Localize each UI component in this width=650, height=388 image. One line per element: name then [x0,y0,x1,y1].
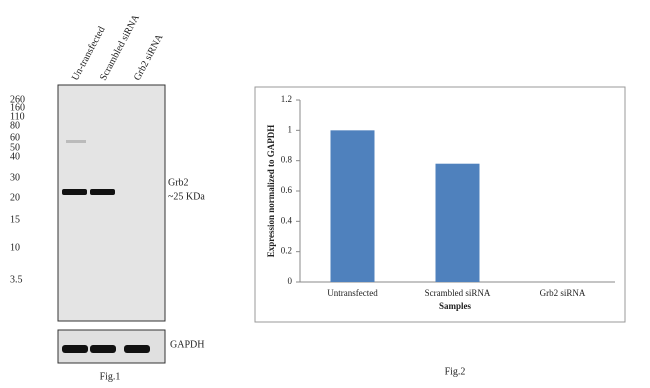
marker-label: 10 [10,242,20,253]
bar [435,163,480,282]
marker-label: 110 [10,111,25,122]
marker-label: 15 [10,214,20,225]
lane-label: Grb2 siRNA [132,32,166,83]
y-tick-label: 0 [288,276,293,286]
band [90,345,116,353]
marker-label: 40 [10,151,20,162]
loading-label: GAPDH [170,339,204,350]
bar [330,130,375,282]
y-tick-label: 1 [288,124,293,134]
band [90,189,115,195]
band [124,345,150,353]
blot-panel [57,84,166,322]
marker-label: 160 [10,102,25,113]
marker-label: 60 [10,132,20,143]
marker-label: 20 [10,192,20,203]
y-axis-label: Expression normalized to GAPDH [266,125,276,258]
marker-label: 260 [10,94,25,105]
y-tick-label: 1.2 [281,94,292,104]
caption: Fig.1 [100,371,121,382]
x-tick-label: Untransfected [327,288,378,298]
y-tick-label: 0.8 [281,155,293,165]
marker-label: 30 [10,172,20,183]
marker-label: 80 [10,120,20,131]
faint-band [66,140,86,143]
band [62,345,88,353]
caption: Fig.2 [445,366,466,377]
y-tick-label: 0.2 [281,246,292,256]
x-tick-label: Scrambled siRNA [425,288,491,298]
x-tick-label: Grb2 siRNA [540,288,586,298]
y-tick-label: 0.4 [281,215,293,225]
marker-label: 3.5 [10,274,23,285]
marker-label: 50 [10,142,20,153]
band-label: Grb2 [168,177,189,188]
y-tick-label: 0.6 [281,185,293,195]
band [62,189,87,195]
band-size: ~25 KDa [168,191,205,202]
x-axis-label: Samples [439,301,472,311]
